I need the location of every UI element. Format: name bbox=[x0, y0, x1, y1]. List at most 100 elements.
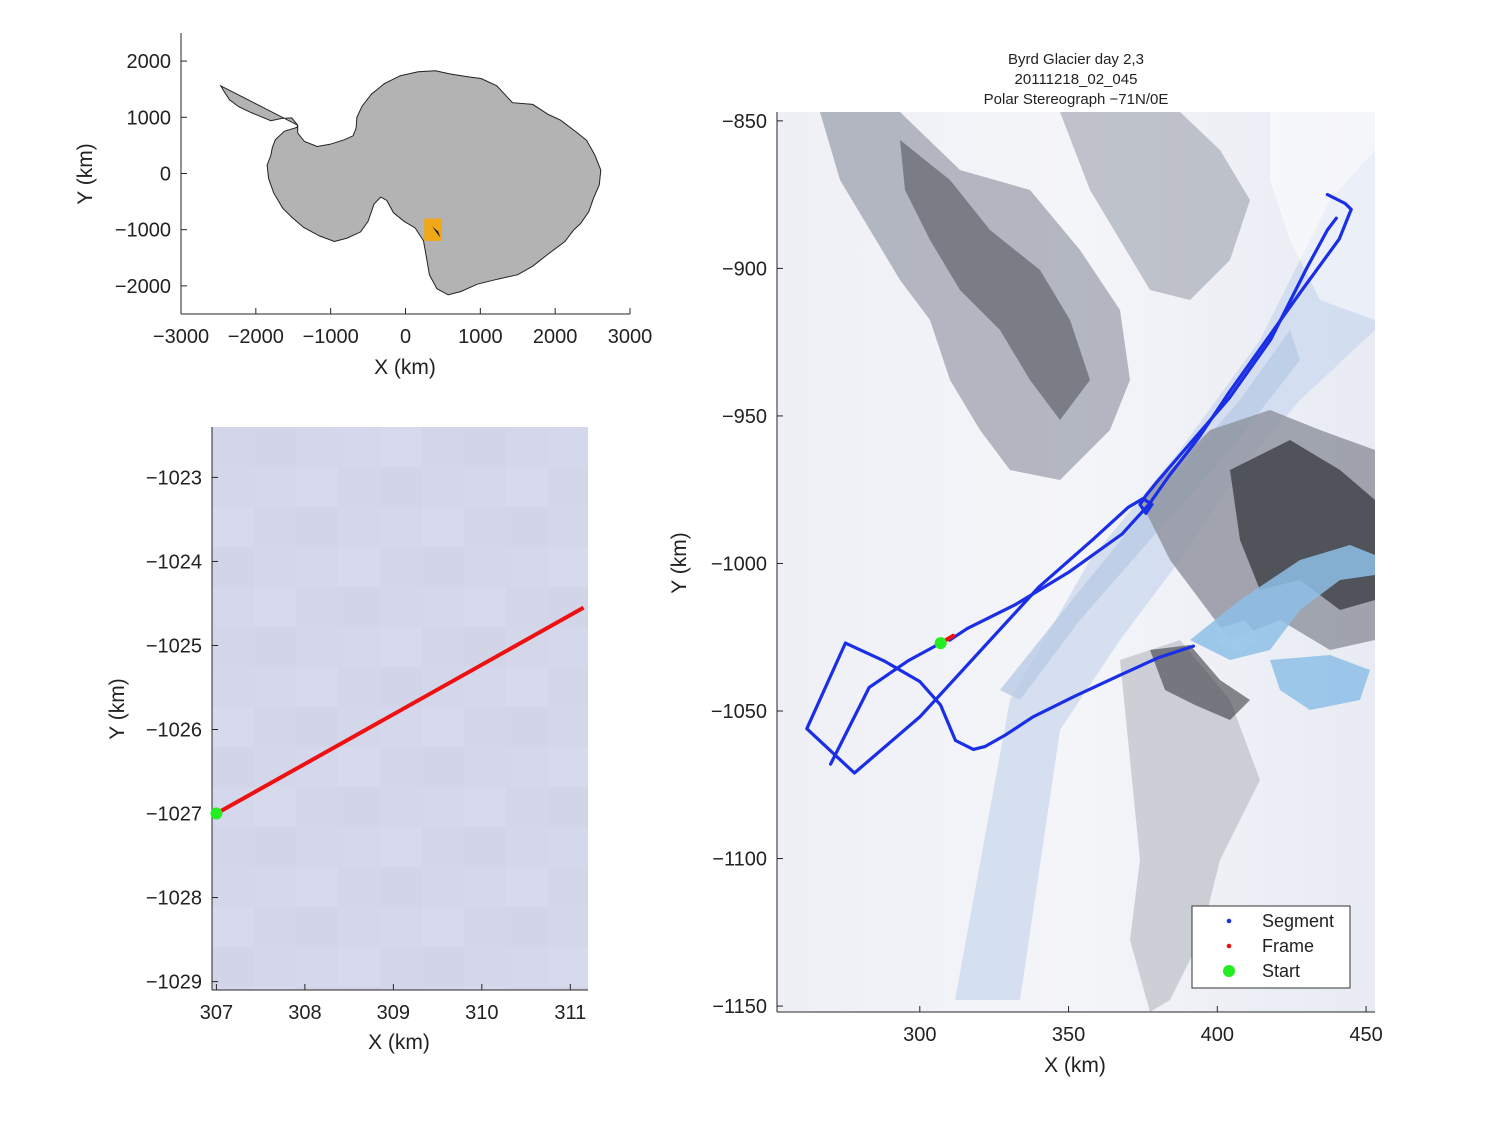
imagery-tile bbox=[212, 947, 254, 987]
imagery-tile bbox=[464, 787, 506, 827]
imagery-tile bbox=[212, 467, 254, 507]
imagery-tile bbox=[464, 987, 506, 990]
mountains-northeast bbox=[1060, 112, 1250, 300]
zoom-ytick-label: −1025 bbox=[146, 635, 202, 657]
legend-marker-segment bbox=[1226, 918, 1232, 924]
imagery-tile bbox=[464, 627, 506, 667]
main-ylabel: Y (km) bbox=[668, 532, 691, 593]
imagery-tile bbox=[422, 467, 464, 507]
imagery-tile bbox=[548, 547, 588, 587]
imagery-tile bbox=[548, 947, 588, 987]
imagery-tile bbox=[254, 587, 296, 627]
imagery-tile bbox=[212, 587, 254, 627]
imagery-tile bbox=[296, 547, 338, 587]
zoom-plot-data bbox=[215, 605, 585, 816]
imagery-tile bbox=[296, 707, 338, 747]
imagery-tile bbox=[380, 547, 422, 587]
imagery-tile bbox=[254, 507, 296, 547]
imagery-tile bbox=[464, 467, 506, 507]
overview-xtick-label: 0 bbox=[400, 326, 411, 348]
imagery-tile bbox=[254, 427, 296, 467]
imagery-tile bbox=[212, 547, 254, 587]
imagery-tile bbox=[422, 627, 464, 667]
imagery-tile bbox=[338, 987, 380, 990]
zoom-ytick-label: −1024 bbox=[146, 551, 202, 573]
zoom-xtick-label: 307 bbox=[200, 1002, 233, 1024]
overview-ytick-label: 0 bbox=[160, 164, 171, 186]
zoom-ytick-label: −1028 bbox=[146, 888, 202, 910]
segment-track bbox=[805, 216, 1338, 775]
overview-xlabel: X (km) bbox=[374, 356, 436, 379]
zoom-ytick-label: −1027 bbox=[146, 804, 202, 826]
title-line-1: Byrd Glacier day 2,3 bbox=[1008, 51, 1144, 68]
imagery-tile bbox=[338, 547, 380, 587]
imagery-tile bbox=[506, 547, 548, 587]
zoom-xtick-label: 308 bbox=[288, 1002, 321, 1024]
legend-label-frame: Frame bbox=[1262, 936, 1314, 956]
zoom-xlabel: X (km) bbox=[368, 1031, 430, 1054]
imagery-tile bbox=[506, 867, 548, 907]
imagery-tile bbox=[296, 507, 338, 547]
imagery-tile bbox=[506, 827, 548, 867]
imagery-tile bbox=[254, 947, 296, 987]
imagery-tile bbox=[254, 627, 296, 667]
zoom-plot: 307 308 309 310 311 −1029 −1028 −1027 −1026 −1025… bbox=[106, 427, 588, 1054]
imagery-tile bbox=[380, 627, 422, 667]
imagery-tile bbox=[212, 747, 254, 787]
imagery-tile bbox=[422, 947, 464, 987]
main-xtick-label: 350 bbox=[1052, 1024, 1085, 1046]
imagery-tile bbox=[212, 987, 254, 990]
imagery-tile bbox=[506, 747, 548, 787]
zoom-xtick-label: 309 bbox=[377, 1002, 410, 1024]
imagery-tile bbox=[296, 627, 338, 667]
main-start-marker bbox=[934, 637, 947, 650]
overview-axes: −3000 −2000 −1000 0 1000 2000 3000 −2000 −1000 0 1… bbox=[115, 33, 652, 348]
imagery-tile bbox=[212, 427, 254, 467]
main-xtick-label: 450 bbox=[1349, 1024, 1382, 1046]
imagery-tile bbox=[380, 947, 422, 987]
imagery-tile bbox=[338, 627, 380, 667]
legend-marker-frame bbox=[1226, 943, 1232, 949]
imagery-tile bbox=[464, 907, 506, 947]
imagery-tile bbox=[338, 827, 380, 867]
title-line-3: Polar Stereograph −71N/0E bbox=[984, 91, 1169, 108]
imagery-tile bbox=[212, 627, 254, 667]
imagery-tile bbox=[506, 467, 548, 507]
imagery-tile bbox=[296, 907, 338, 947]
main-xtick-label: 300 bbox=[903, 1024, 936, 1046]
right-edge-snow bbox=[1270, 112, 1375, 320]
mountains-southwest bbox=[1120, 640, 1260, 1012]
zoom-ytick-label: −1026 bbox=[146, 720, 202, 742]
overview-ylabel: Y (km) bbox=[74, 143, 97, 204]
main-ytick-label: −900 bbox=[722, 258, 767, 280]
imagery-tile bbox=[548, 467, 588, 507]
imagery-tile bbox=[464, 587, 506, 627]
main-ytick-label: −1100 bbox=[712, 849, 767, 871]
overview-ytick-label: −1000 bbox=[115, 220, 171, 242]
imagery-tile bbox=[338, 747, 380, 787]
imagery-tile bbox=[212, 827, 254, 867]
imagery-tile bbox=[422, 827, 464, 867]
main-xtick-label: 400 bbox=[1201, 1024, 1234, 1046]
main-ytick-label: −1050 bbox=[711, 701, 767, 723]
imagery-tile bbox=[254, 467, 296, 507]
imagery-tile bbox=[422, 587, 464, 627]
zoom-frame-line bbox=[215, 605, 585, 816]
imagery-tile bbox=[422, 507, 464, 547]
imagery-tile bbox=[212, 867, 254, 907]
imagery-tile bbox=[548, 587, 588, 627]
zoom-imagery-tiles bbox=[212, 427, 588, 990]
imagery-tile bbox=[506, 587, 548, 627]
imagery-tile bbox=[296, 427, 338, 467]
imagery-tile bbox=[212, 787, 254, 827]
main-ytick-label: −1150 bbox=[712, 996, 767, 1018]
imagery-tile bbox=[548, 507, 588, 547]
main-ytick-label: −950 bbox=[722, 406, 767, 428]
imagery-tile bbox=[254, 667, 296, 707]
zoom-ylabel: Y (km) bbox=[106, 678, 129, 739]
imagery-tile bbox=[464, 547, 506, 587]
imagery-tile bbox=[464, 507, 506, 547]
imagery-tile bbox=[212, 507, 254, 547]
dark-outcrops bbox=[1150, 645, 1250, 720]
imagery-tile bbox=[422, 427, 464, 467]
